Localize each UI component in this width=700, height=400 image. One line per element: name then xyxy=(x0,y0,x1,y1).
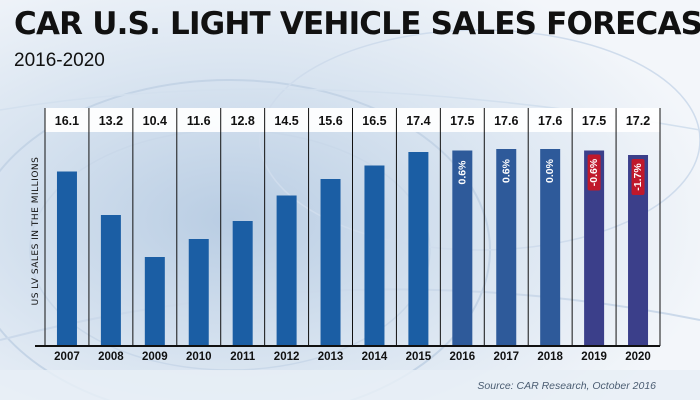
category-label: 2020 xyxy=(625,351,651,363)
bar xyxy=(188,239,209,346)
value-label: 10.4 xyxy=(143,114,167,128)
category-label: 2016 xyxy=(450,351,476,363)
growth-label: 0.6% xyxy=(456,160,468,185)
growth-label: 0.6% xyxy=(500,158,512,183)
value-label: 17.5 xyxy=(582,114,606,128)
category-label: 2017 xyxy=(493,351,519,363)
growth-label-bg xyxy=(587,154,601,191)
value-label: 17.5 xyxy=(450,114,474,128)
value-label: 17.2 xyxy=(626,114,650,128)
bar xyxy=(56,171,77,346)
bar xyxy=(408,152,429,346)
bar xyxy=(276,195,297,346)
category-label: 2018 xyxy=(537,351,563,363)
bar xyxy=(452,150,473,346)
category-label: 2019 xyxy=(581,351,607,363)
value-label: 17.6 xyxy=(538,114,562,128)
bar xyxy=(320,179,341,346)
growth-label: 0.0% xyxy=(544,158,556,183)
value-label: 17.4 xyxy=(406,114,430,128)
value-label: 16.5 xyxy=(362,114,386,128)
value-label: 13.2 xyxy=(99,114,123,128)
value-label: 15.6 xyxy=(318,114,342,128)
category-label: 2010 xyxy=(186,351,212,363)
category-label: 2009 xyxy=(142,351,168,363)
bar xyxy=(584,150,605,346)
bar xyxy=(100,215,121,346)
chart-subtitle: 2016-2020 xyxy=(14,50,105,71)
category-label: 2007 xyxy=(54,351,80,363)
chart-title: CAR U.S. LIGHT VEHICLE SALES FORECAST xyxy=(14,6,700,42)
growth-label: -0.6% xyxy=(588,158,600,186)
bar xyxy=(144,257,165,346)
bar xyxy=(496,149,517,346)
category-label: 2015 xyxy=(406,351,432,363)
category-label: 2008 xyxy=(98,351,124,363)
bar xyxy=(232,221,253,346)
category-label: 2011 xyxy=(230,351,256,363)
value-label: 16.1 xyxy=(55,114,79,128)
category-label: 2012 xyxy=(274,351,300,363)
value-label: 12.8 xyxy=(231,114,255,128)
y-axis-label: US LV SALES IN THE MILLIONS xyxy=(31,156,41,306)
source-note: Source: CAR Research, October 2016 xyxy=(477,380,656,392)
category-label: 2014 xyxy=(362,351,388,363)
bar xyxy=(628,155,649,346)
value-label: 14.5 xyxy=(274,114,298,128)
bar xyxy=(364,165,385,346)
growth-label-bg xyxy=(631,159,645,195)
value-label: 11.6 xyxy=(187,114,211,128)
value-label: 17.6 xyxy=(494,114,518,128)
bar xyxy=(540,149,561,346)
growth-label: -1.7% xyxy=(632,163,644,191)
category-label: 2013 xyxy=(318,351,344,363)
